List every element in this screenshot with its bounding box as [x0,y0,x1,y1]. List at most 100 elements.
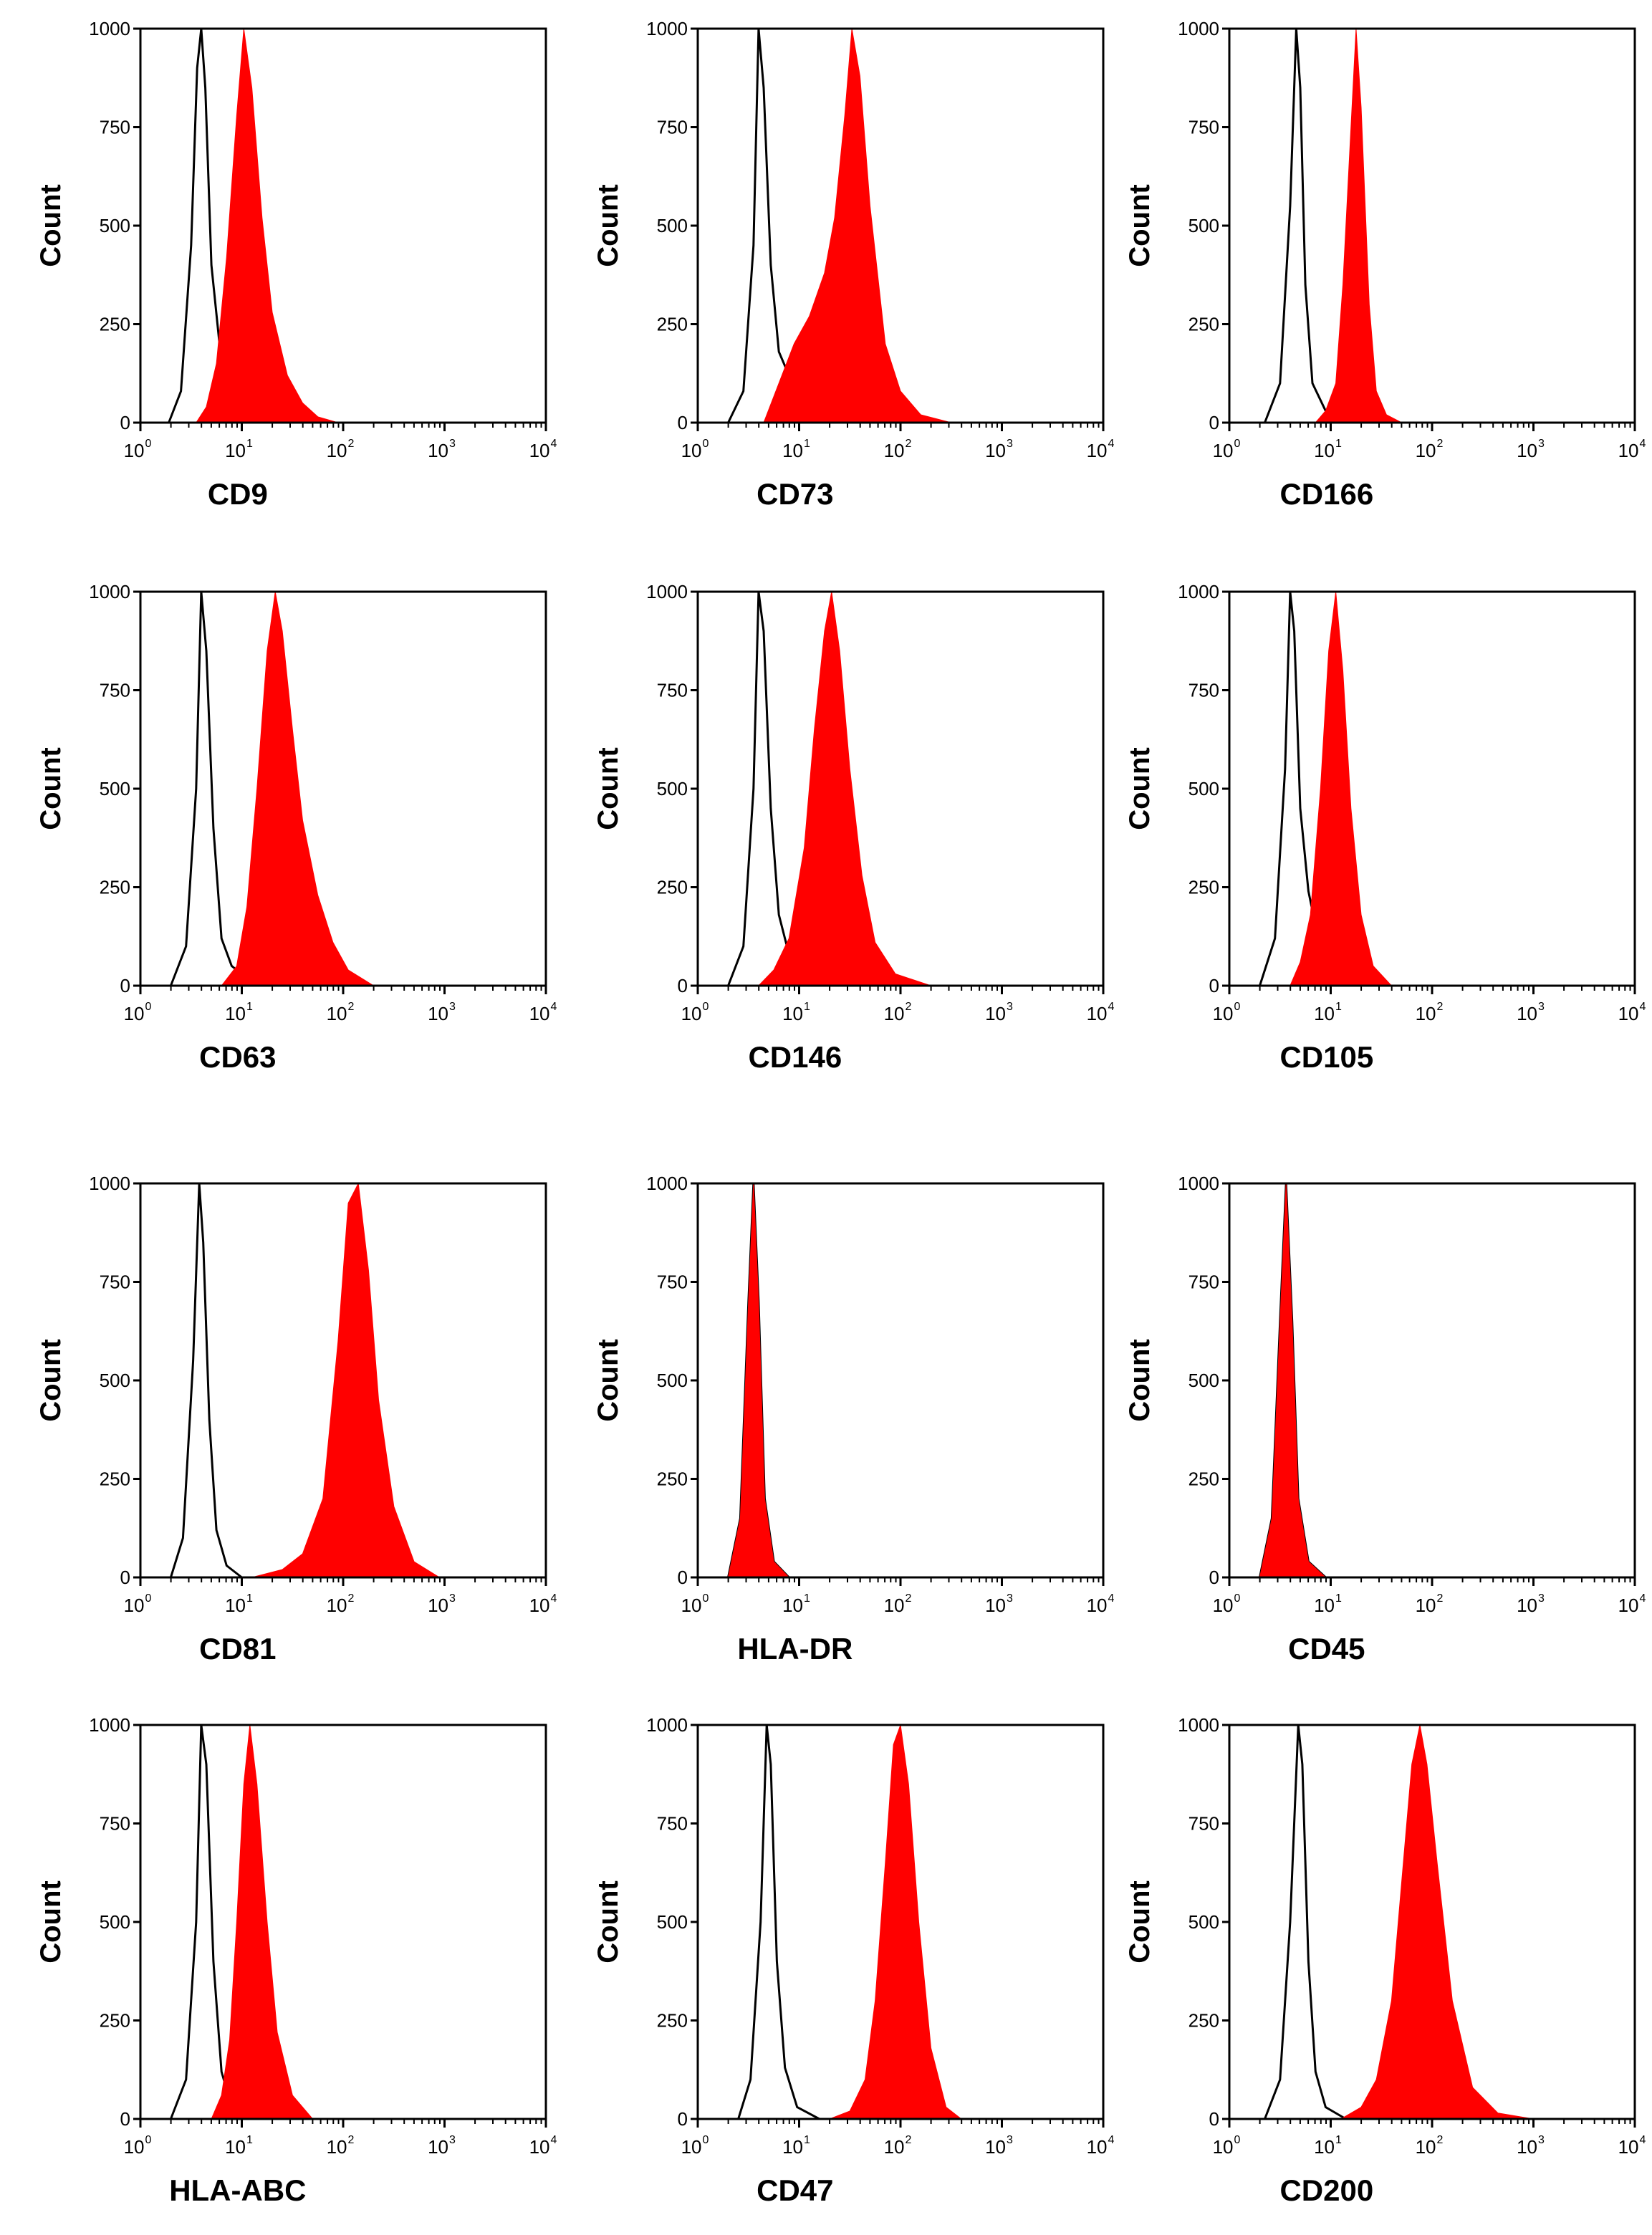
plot-frame [139,590,547,987]
y-tick-label: 500 [1188,1370,1219,1391]
y-axis-title: Count [35,184,67,267]
histogram-panel: 0 250 500 750 1000 100 101 102 103 104 Count CD105 [1124,581,1646,1074]
y-tick-label: 1000 [89,581,130,602]
y-tick-label: 500 [100,778,130,799]
y-tick-label: 1000 [89,1173,130,1194]
x-tick-label: 104 [1087,1592,1115,1616]
x-tick-label: 101 [782,1001,810,1024]
x-tick-label: 104 [529,438,557,461]
y-tick-label: 0 [678,412,688,433]
x-tick-label: 100 [124,438,152,461]
x-tick-label: 103 [428,1592,456,1616]
y-tick-label: 750 [100,680,130,701]
y-tick-label: 1000 [646,1173,688,1194]
x-tick-label: 100 [681,1592,709,1616]
x-tick-label: 104 [529,2134,557,2158]
y-tick-label: 0 [1209,975,1219,996]
y-tick-label: 1000 [646,18,688,39]
x-tick-label: 103 [985,1001,1013,1024]
x-tick-label: 102 [1416,1592,1444,1616]
y-tick-label: 1000 [1178,1714,1219,1736]
plot-frame [139,1724,547,2120]
y-tick-label: 0 [678,2108,688,2130]
marker-histogram-filled [221,591,375,986]
x-tick-label: 101 [782,1592,810,1616]
x-tick-label: 102 [327,2134,355,2158]
marker-histogram-filled [1339,1724,1534,2120]
x-axis-title: CD73 [757,477,833,511]
x-tick-label: 103 [1517,1001,1545,1024]
x-axis-title: CD47 [757,2173,833,2207]
x-tick-label: 100 [681,2134,709,2158]
y-tick-label: 0 [120,412,130,433]
y-tick-label: 500 [100,1370,130,1391]
y-tick-label: 750 [100,1272,130,1293]
y-tick-label: 500 [657,778,688,799]
y-tick-label: 750 [1188,680,1219,701]
marker-histogram-filled [757,591,931,986]
x-tick-label: 102 [884,1001,912,1024]
x-tick-label: 100 [1213,1592,1241,1616]
x-tick-label: 101 [782,2134,810,2158]
x-tick-label: 101 [225,1592,253,1616]
x-tick-label: 101 [1314,438,1342,461]
y-tick-label: 250 [1188,2010,1219,2032]
y-tick-label: 750 [657,1813,688,1835]
y-tick-label: 0 [1209,412,1219,433]
y-tick-label: 750 [657,1272,688,1293]
x-tick-label: 102 [1416,438,1444,461]
marker-histogram-filled [1290,591,1393,986]
y-tick-label: 0 [120,975,130,996]
x-tick-label: 103 [1517,438,1545,461]
marker-histogram-filled [763,28,951,423]
plot-frame [139,27,547,424]
y-tick-label: 750 [1188,117,1219,138]
y-tick-label: 500 [657,1911,688,1933]
x-axis-title: CD9 [208,477,268,511]
x-tick-label: 103 [1517,2134,1545,2158]
histogram-panel: 0 250 500 750 1000 100 101 102 103 104 Count CD81 [35,1173,557,1666]
x-tick-label: 101 [225,438,253,461]
x-tick-label: 100 [1213,438,1241,461]
plot-frame [696,27,1105,424]
y-tick-label: 1000 [1178,1173,1219,1194]
x-tick-label: 103 [1517,1592,1545,1616]
histogram-panel: 0 250 500 750 1000 100 101 102 103 104 Count CD166 [1124,18,1646,511]
x-axis-title: CD105 [1279,1040,1373,1074]
isotype-control-outline [1264,1724,1347,2120]
histogram-panel: 0 250 500 750 1000 100 101 102 103 104 Count CD9 [35,18,557,511]
x-axis-title: HLA-DR [737,1632,853,1666]
y-tick-label: 250 [1188,1469,1219,1490]
histogram-panel: 0 250 500 750 1000 100 101 102 103 104 Count CD63 [35,581,557,1074]
x-axis-title: CD166 [1279,477,1373,511]
x-tick-label: 104 [1618,438,1646,461]
y-tick-label: 1000 [1178,18,1219,39]
y-tick-label: 1000 [646,1714,688,1736]
y-tick-label: 750 [1188,1813,1219,1835]
plot-frame [1228,27,1636,424]
y-axis-title: Count [35,1339,67,1422]
x-tick-label: 102 [327,1001,355,1024]
x-tick-label: 103 [985,438,1013,461]
x-tick-label: 103 [428,1001,456,1024]
x-tick-label: 102 [327,1592,355,1616]
plot-frame [1228,590,1636,987]
x-tick-label: 104 [1087,1001,1115,1024]
y-tick-label: 0 [120,2108,130,2130]
x-axis-title: CD200 [1279,2173,1373,2207]
x-tick-label: 101 [1314,1001,1342,1024]
x-tick-label: 104 [529,1592,557,1616]
x-tick-label: 103 [428,438,456,461]
y-axis-title: Count [1124,747,1156,830]
y-tick-label: 0 [1209,1567,1219,1588]
x-axis-title: CD81 [199,1632,276,1666]
y-tick-label: 500 [1188,215,1219,236]
marker-histogram-filled [829,1724,963,2120]
y-tick-label: 250 [657,2010,688,2032]
x-tick-label: 100 [124,1592,152,1616]
x-tick-label: 100 [124,1001,152,1024]
y-tick-label: 250 [100,877,130,898]
x-tick-label: 101 [1314,1592,1342,1616]
x-tick-label: 102 [327,438,355,461]
